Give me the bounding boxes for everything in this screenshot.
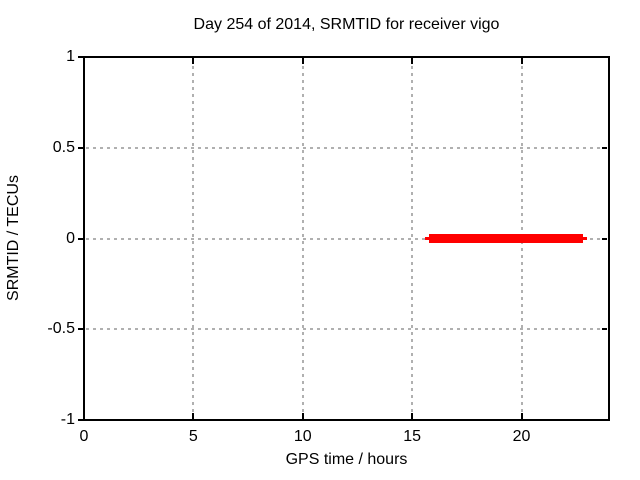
xtick-bottom-5 [192,413,195,419]
plot-border [83,56,610,421]
xtick-label-10: 10 [293,428,312,445]
data-segment-core [429,234,583,243]
gridline-y-0.5 [86,146,607,149]
xtick-label-0: 0 [79,428,89,445]
chart-title: Day 254 of 2014, SRMTID for receiver vig… [193,16,500,33]
xtick-bottom-0 [83,413,85,419]
ytick-label-0: 0 [66,229,75,247]
ytick-label-0.5: 0.5 [52,138,75,156]
ytick-right--0.5 [602,328,607,331]
xtick-bottom-20 [520,413,523,419]
xtick-top-0 [83,58,85,64]
ytick-left--0.5 [78,328,83,331]
ytick-left--1 [78,419,83,421]
xtick-label-5: 5 [188,428,198,445]
ytick-right--1 [602,419,607,421]
ytick-label--0.5: -0.5 [47,320,75,338]
ytick-right-0 [602,237,607,240]
y-axis-label: SRMTID / TECUs [5,175,22,301]
xtick-top-15 [411,58,414,64]
xtick-label-15: 15 [403,428,422,445]
ytick-left-1 [78,56,83,58]
gridline-y--0.5 [86,328,607,331]
xtick-bottom-10 [301,413,304,419]
ytick-right-0.5 [602,146,607,149]
xtick-bottom-15 [411,413,414,419]
ytick-right-1 [602,56,607,58]
gridline-y-0 [86,237,607,240]
ytick-left-0 [78,237,83,240]
ytick-label-1: 1 [66,48,75,65]
ytick-left-0.5 [78,146,83,149]
xtick-top-5 [192,58,195,64]
x-axis-label: GPS time / hours [285,451,408,468]
ytick-label--1: -1 [60,411,75,428]
xtick-label-20: 20 [512,428,531,445]
xtick-top-10 [301,58,304,64]
xtick-top-20 [520,58,523,64]
